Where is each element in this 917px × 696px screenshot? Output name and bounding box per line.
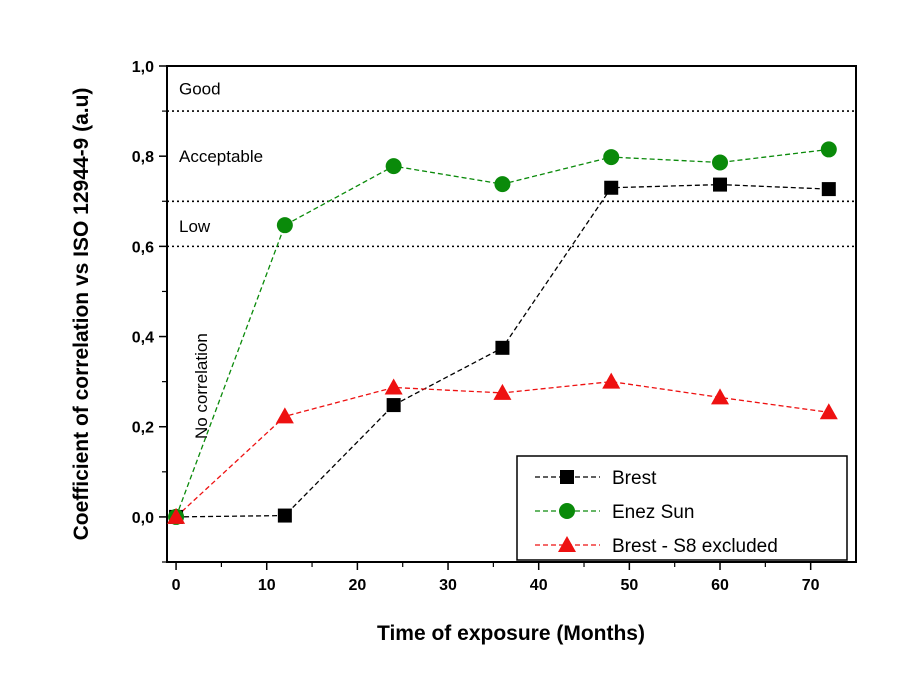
zone-labels: Good Acceptable Low No correlation	[179, 80, 263, 440]
x-tick-label: 10	[258, 577, 276, 594]
legend-label: Brest	[612, 468, 657, 489]
x-axis-title: Time of exposure (Months)	[377, 622, 645, 645]
data-point	[712, 154, 729, 171]
data-point	[711, 388, 730, 405]
zone-label: Acceptable	[179, 147, 263, 166]
y-tick-label: 1,0	[132, 59, 154, 76]
x-tick-label: 70	[802, 577, 820, 594]
data-point	[821, 182, 836, 197]
data-point	[602, 372, 621, 389]
data-point	[386, 398, 401, 413]
data-point	[820, 141, 837, 158]
plot-area	[166, 65, 857, 563]
y-tick-label: 0,8	[132, 149, 154, 166]
legend-marker	[558, 536, 576, 552]
data-point	[495, 340, 510, 355]
data-point	[275, 407, 294, 424]
x-axis-ticks: 0 10 20 30 40 50 60 70	[172, 562, 820, 594]
zone-label: Low	[179, 217, 211, 236]
data-point	[167, 507, 186, 524]
data-point	[384, 378, 403, 395]
data-point	[713, 177, 728, 192]
legend-marker	[560, 470, 574, 484]
legend-label: Brest - S8 excluded	[612, 536, 778, 557]
x-tick-label: 30	[439, 577, 457, 594]
legend-marker	[559, 503, 575, 519]
legend-items: Brest Enez Sun Brest - S8 excluded	[535, 468, 778, 557]
data-point	[277, 508, 292, 523]
y-axis-title: Coefficient of correlation vs ISO 12944-…	[70, 88, 93, 541]
y-tick-label: 0,4	[132, 330, 154, 347]
series-layer	[167, 141, 838, 525]
zone-label: No correlation	[192, 333, 211, 439]
y-tick-label: 0,2	[132, 420, 154, 437]
legend-label: Enez Sun	[612, 502, 694, 523]
legend: Brest Enez Sun Brest - S8 excluded	[516, 455, 848, 561]
y-tick-label: 0,6	[132, 239, 154, 256]
x-tick-label: 60	[711, 577, 729, 594]
threshold-lines	[167, 110, 856, 248]
data-point	[276, 217, 293, 234]
x-tick-label: 20	[348, 577, 366, 594]
data-point	[603, 149, 620, 166]
zone-label: Good	[179, 80, 221, 99]
y-axis-ticks: 0,0 0,2 0,4 0,6 0,8 1,0	[132, 59, 167, 563]
data-point	[604, 180, 619, 195]
x-tick-label: 40	[530, 577, 548, 594]
data-point	[385, 158, 402, 175]
data-point	[493, 383, 512, 400]
data-point	[819, 403, 838, 420]
y-tick-label: 0,0	[132, 510, 154, 527]
data-point	[494, 176, 511, 193]
x-tick-label: 0	[172, 577, 181, 594]
x-tick-label: 50	[620, 577, 638, 594]
